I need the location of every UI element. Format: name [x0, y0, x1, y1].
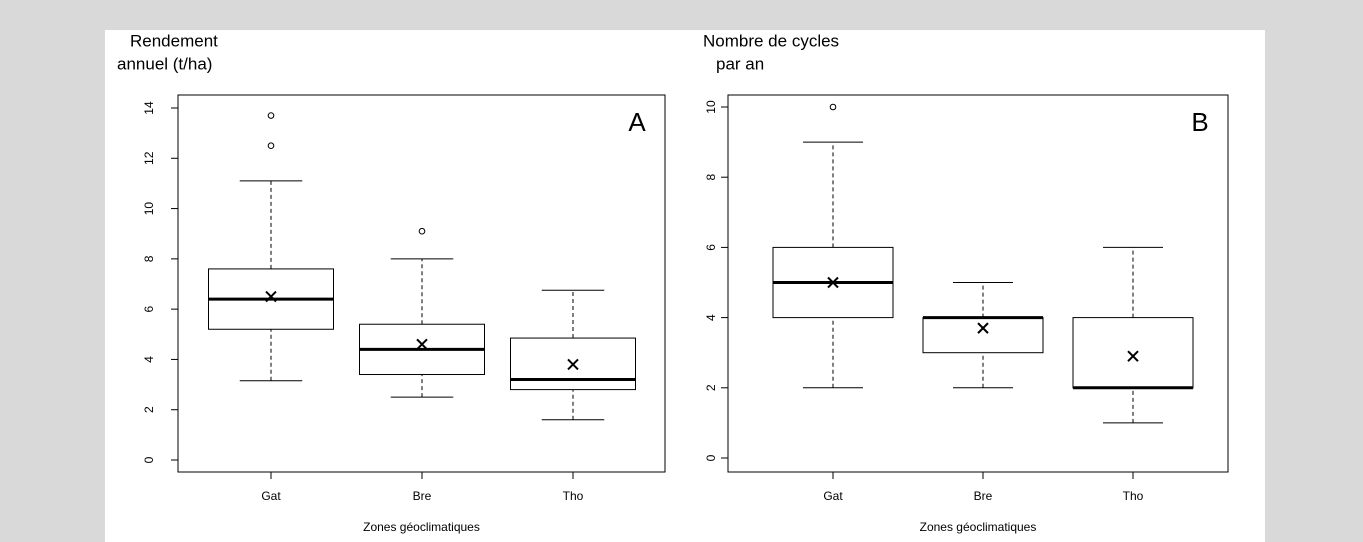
x-tick-label: Bre [974, 489, 993, 503]
y-tick-label: 10 [704, 100, 718, 114]
x-axis-label: Zones géoclimatiques [363, 520, 480, 534]
outlier [267, 112, 275, 119]
y-tick-label: 2 [704, 384, 718, 391]
panel-letter: B [1191, 107, 1208, 137]
mean-marker [827, 276, 839, 289]
box [922, 317, 1044, 354]
y-axis-label: Rendement [130, 31, 218, 50]
x-tick-label: Tho [563, 489, 584, 503]
y-tick-label: 0 [142, 456, 156, 463]
mean-marker [416, 338, 428, 351]
mean-marker [977, 322, 989, 334]
plot-frame [727, 94, 1229, 473]
outlier [829, 103, 837, 111]
y-axis-label: par an [716, 54, 764, 73]
y-tick-label: 4 [704, 314, 718, 321]
y-tick-label: 10 [142, 202, 156, 216]
panel-letter: A [628, 107, 646, 137]
y-tick-label: 8 [142, 255, 156, 262]
x-tick-label: Gat [261, 489, 281, 503]
box [1072, 317, 1194, 389]
x-tick-label: Bre [413, 489, 432, 503]
y-tick-label: 12 [142, 151, 156, 165]
outlier [267, 142, 275, 150]
outlier [418, 227, 426, 235]
y-tick-label: 2 [142, 406, 156, 413]
x-axis-label: Zones géoclimatiques [920, 520, 1037, 534]
y-tick-label: 0 [704, 454, 718, 461]
y-tick-label: 8 [704, 174, 718, 181]
y-tick-label: 4 [142, 356, 156, 363]
y-tick-label: 6 [142, 305, 156, 312]
mean-marker [1127, 350, 1139, 362]
y-axis-label: Nombre de cycles [703, 31, 839, 50]
mean-marker [265, 290, 277, 303]
mean-marker [567, 358, 579, 371]
x-tick-label: Gat [823, 489, 843, 503]
y-axis-label: annuel (t/ha) [117, 54, 212, 73]
y-tick-label: 14 [142, 101, 156, 115]
x-tick-label: Tho [1123, 489, 1144, 503]
y-tick-label: 6 [704, 244, 718, 251]
